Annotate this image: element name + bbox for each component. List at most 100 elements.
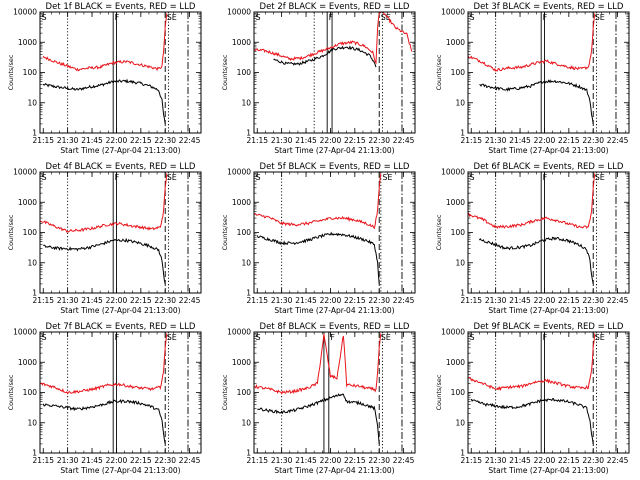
panel-det-6: Det 6f BLACK = Events, RED = LLD Counts/s… [435, 162, 630, 315]
x-axis-label: Start Time (27-Apr-04 21:13:00) [488, 146, 608, 155]
x-tick-label: 21:45 [509, 296, 531, 305]
panel-det-9: Det 9f BLACK = Events, RED = LLD Counts/s… [435, 322, 630, 475]
panel-title: Det 4f BLACK = Events, RED = LLD [46, 162, 196, 172]
series-line-events [256, 231, 380, 284]
marker-label: SE [167, 173, 177, 182]
series-line-lld [468, 173, 596, 230]
x-tick-label: 22:00 [106, 456, 128, 465]
marker-label: F [330, 333, 335, 342]
marker-label: SE [595, 13, 605, 22]
y-tick-label: 1000 [18, 198, 37, 207]
series-line-events [42, 78, 166, 124]
marker-label: S [470, 333, 475, 342]
x-tick-label: 22:30 [154, 456, 176, 465]
y-axis-label: Counts/sec [7, 54, 15, 90]
x-tick-label: 21:45 [509, 456, 531, 465]
x-tick-label: 22:00 [320, 456, 342, 465]
x-tick-label: 21:45 [295, 296, 317, 305]
panel-det-3: Det 3f BLACK = Events, RED = LLD Counts/s… [435, 2, 630, 155]
y-tick-label: 10 [241, 418, 251, 427]
x-tick-label: 22:00 [534, 136, 556, 145]
x-tick-label: 22:15 [344, 456, 366, 465]
y-tick-label: 10000 [227, 168, 251, 177]
x-tick-label: 22:00 [534, 456, 556, 465]
marker-label: S [42, 173, 47, 182]
marker-label: SE [595, 333, 605, 342]
y-tick-label: 1000 [18, 358, 37, 367]
y-tick-label: 100 [451, 68, 466, 77]
panel-det-8: Det 8f BLACK = Events, RED = LLD Counts/s… [221, 322, 416, 475]
series-line-events [257, 393, 380, 444]
x-tick-label: 22:45 [393, 296, 415, 305]
marker-label: F [115, 13, 120, 22]
marker-label: S [256, 333, 261, 342]
plot-frame [253, 331, 416, 454]
y-tick-label: 1 [246, 129, 251, 138]
y-tick-label: 10000 [441, 328, 465, 337]
x-tick-label: 21:45 [295, 136, 317, 145]
y-axis-label: Counts/sec [435, 214, 443, 250]
marker-label: S [256, 173, 261, 182]
series-line-lld [254, 173, 382, 230]
x-tick-label: 21:45 [509, 136, 531, 145]
plot-frame [39, 331, 202, 454]
marker-label: F [115, 333, 120, 342]
x-axis-label: Start Time (27-Apr-04 21:13:00) [60, 306, 180, 315]
series-line-events [478, 236, 594, 284]
x-tick-label: 22:15 [130, 136, 152, 145]
x-tick-label: 22:15 [344, 136, 366, 145]
plot-frame [253, 171, 416, 294]
series-line-lld [40, 173, 168, 233]
x-tick-label: 22:45 [179, 296, 201, 305]
plot-frame [39, 171, 202, 294]
x-tick-label: 22:00 [106, 296, 128, 305]
marker-label: S [256, 13, 261, 22]
x-tick-label: 21:30 [57, 296, 79, 305]
y-tick-label: 100 [23, 228, 38, 237]
marker-label: SE [382, 173, 392, 182]
x-tick-label: 22:30 [368, 456, 390, 465]
x-tick-label: 22:30 [368, 136, 390, 145]
panel-title: Det 7f BLACK = Events, RED = LLD [46, 322, 196, 332]
x-tick-label: 21:45 [81, 136, 103, 145]
x-tick-label: 21:15 [460, 296, 482, 305]
x-tick-label: 21:15 [32, 296, 54, 305]
marker-label: F [543, 13, 548, 22]
x-tick-label: 22:15 [558, 296, 580, 305]
x-tick-label: 22:00 [320, 136, 342, 145]
y-tick-label: 1 [460, 289, 465, 298]
plot-frame [467, 11, 630, 134]
x-tick-label: 22:00 [106, 136, 128, 145]
series-line-events [479, 79, 594, 124]
series-line-lld [468, 333, 596, 391]
x-tick-label: 21:15 [460, 136, 482, 145]
y-tick-label: 10 [27, 258, 37, 267]
x-tick-label: 22:30 [154, 296, 176, 305]
y-tick-label: 10 [241, 98, 251, 107]
y-tick-label: 10 [27, 418, 37, 427]
x-tick-label: 21:30 [485, 136, 507, 145]
x-tick-label: 21:15 [460, 456, 482, 465]
y-tick-label: 100 [23, 388, 38, 397]
marker-label: S [42, 333, 47, 342]
y-tick-label: 1000 [232, 198, 251, 207]
y-tick-label: 100 [23, 68, 38, 77]
x-tick-label: 22:00 [320, 296, 342, 305]
x-tick-label: 22:00 [534, 296, 556, 305]
panel-det-4: Det 4f BLACK = Events, RED = LLD Counts/s… [7, 162, 202, 315]
marker-label: S [470, 13, 475, 22]
y-tick-label: 100 [451, 388, 466, 397]
x-tick-label: 22:30 [582, 136, 604, 145]
panel-title: Det 2f BLACK = Events, RED = LLD [260, 2, 410, 12]
x-axis-label: Start Time (27-Apr-04 21:13:00) [60, 466, 180, 475]
plot-frame [39, 11, 202, 134]
marker-label: S [470, 173, 475, 182]
series-line-lld [254, 12, 413, 65]
panel-det-2: Det 2f BLACK = Events, RED = LLD Counts/s… [221, 2, 416, 155]
y-tick-label: 1000 [446, 38, 465, 47]
y-tick-label: 100 [451, 228, 466, 237]
x-tick-label: 21:15 [32, 456, 54, 465]
x-tick-label: 21:30 [271, 456, 293, 465]
panel-det-5: Det 5f BLACK = Events, RED = LLD Counts/s… [221, 162, 416, 315]
y-tick-label: 10 [455, 418, 465, 427]
